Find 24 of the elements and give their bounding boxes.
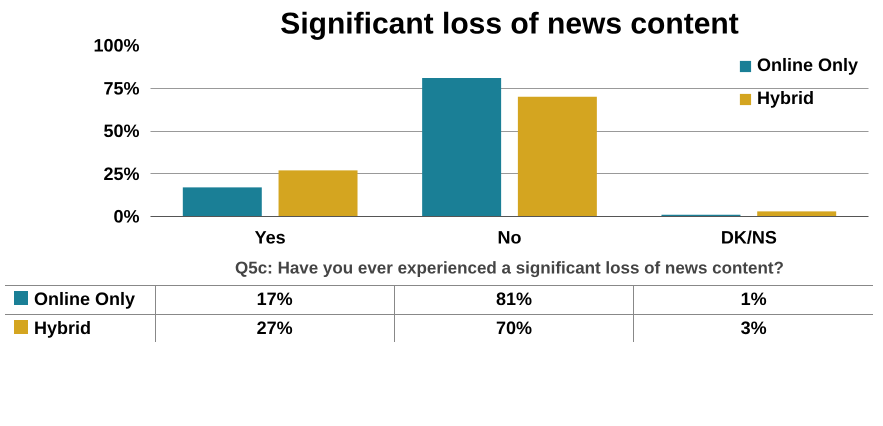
data-label: 17% [155, 286, 394, 314]
y-tick-label: 100% [93, 36, 140, 56]
data-label: 81% [394, 286, 634, 314]
bar [182, 187, 262, 216]
chart-title: Significant loss of news content [280, 8, 739, 40]
bar [518, 96, 597, 216]
text: Hybrid [34, 318, 92, 338]
x-tick-label: No [498, 228, 522, 248]
legend-label: Online Only [756, 55, 858, 76]
data-label: 27% [155, 314, 394, 342]
data-label: 70% [394, 314, 634, 342]
y-tick-label: 75% [103, 78, 140, 98]
text: Online Only [34, 289, 136, 309]
legend-label: Hybrid [756, 88, 814, 109]
y-tick-label: 0% [113, 206, 140, 226]
x-axis-title: Q5c: Have you ever experienced a significant loss of news content? [235, 258, 784, 278]
bar [422, 78, 502, 216]
y-tick-label: 25% [103, 164, 140, 184]
y-tick-label: 50% [103, 121, 140, 141]
data-label: 3% [634, 314, 873, 342]
bar [278, 170, 358, 216]
x-tick-label: DK/NS [720, 228, 777, 248]
data-label: 1% [634, 286, 873, 314]
x-tick-label: Yes [254, 228, 286, 248]
